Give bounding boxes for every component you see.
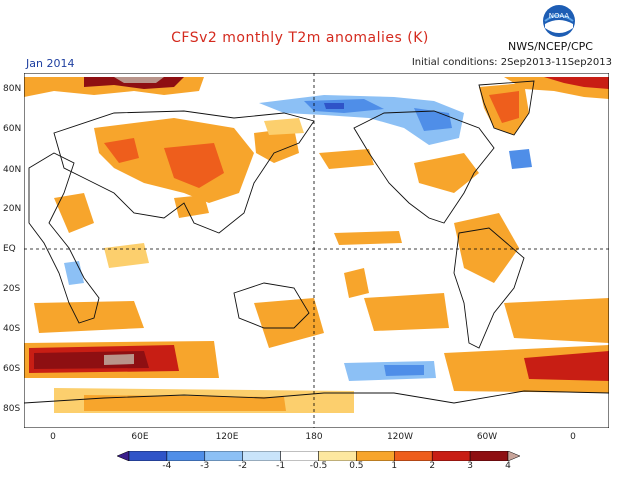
- colorbar-tick-label: -4: [162, 461, 172, 471]
- anomaly-siberia: [254, 128, 299, 163]
- anomaly-map: [24, 73, 609, 428]
- colorbar: [117, 451, 520, 461]
- lat-label-20n: 20N: [3, 204, 22, 214]
- anomaly-fields: [24, 77, 609, 413]
- lon-label-0-east: 0: [570, 432, 576, 442]
- anomaly-greenland-hot: [489, 91, 519, 123]
- colorbar-tick-label: 4: [505, 461, 511, 471]
- colorbar-tick-label: 2: [429, 461, 436, 471]
- chart-title: CFSv2 monthly T2m anomalies (K): [171, 30, 429, 46]
- colorbar-segment: [166, 451, 206, 461]
- noaa-logo-text: NOAA: [549, 12, 570, 20]
- lat-label-20s: 20S: [3, 284, 21, 294]
- anomaly-atlantic-cool: [509, 149, 532, 169]
- colorbar-tick-label: 0.5: [349, 461, 364, 471]
- anomaly-arctic-east-hot: [544, 77, 609, 89]
- anomaly-se-pacific: [364, 293, 449, 331]
- colorbar-tick-label: -1: [276, 461, 286, 471]
- coast-greenland: [478, 80, 535, 136]
- colorbar-segment: [128, 451, 168, 461]
- noaa-logo: NOAA: [543, 5, 575, 37]
- colorbar-segment: [394, 451, 433, 461]
- lat-label-eq: EQ: [3, 244, 16, 254]
- coast-north-america: [353, 110, 495, 224]
- anomaly-south-am: [454, 213, 519, 283]
- colorbar-segment: [469, 451, 509, 461]
- anomaly-na-cool3: [324, 103, 344, 109]
- colorbar-tick-label: -3: [200, 461, 210, 471]
- coastlines: [24, 80, 609, 404]
- agency-label: NWS/NCEP/CPC: [508, 40, 593, 53]
- anomaly-asia-hot: [164, 143, 224, 188]
- lat-label-40n: 40N: [3, 165, 22, 175]
- lat-label-60n: 60N: [3, 124, 22, 134]
- anomaly-australia: [254, 298, 324, 348]
- anomaly-antarctic-orange: [84, 395, 286, 411]
- colorbar-segment: [318, 451, 357, 461]
- colorbar-tick-label: -0.5: [309, 461, 328, 471]
- anomaly-spac: [344, 268, 369, 298]
- anomaly-east-us: [414, 153, 479, 193]
- lon-label-60e: 60E: [131, 432, 149, 442]
- lat-label-40s: 40S: [3, 324, 21, 334]
- colorbar-segment: [356, 451, 395, 461]
- lon-label-120w: 120W: [386, 432, 414, 442]
- colorbar-segment: [431, 451, 471, 461]
- anomaly-southern-peak: [104, 354, 134, 365]
- anomaly-s-atlantic: [504, 298, 609, 343]
- anomaly-siberia-yellow: [264, 118, 304, 135]
- anomaly-eq-pac: [334, 231, 402, 245]
- anomaly-europe-hot: [104, 138, 139, 163]
- anomaly-na-cool: [259, 95, 464, 145]
- coast-antarctica: [24, 390, 609, 404]
- colorbar-tick-label: -2: [238, 461, 248, 471]
- colorbar-tick-label: 3: [467, 461, 473, 471]
- lon-label-180: 180: [305, 432, 323, 442]
- lat-label-80n: 80N: [3, 84, 22, 94]
- lon-label-120e: 120E: [215, 432, 239, 442]
- lon-label-60w: 60W: [476, 432, 498, 442]
- colorbar-right-arrow: [507, 451, 520, 461]
- anomaly-southern-cool2: [384, 365, 424, 376]
- coast-eurasia: [53, 110, 315, 234]
- coast-europe-africa: [28, 152, 100, 324]
- initial-conditions: Initial conditions: 2Sep2013-11Sep2013: [411, 57, 612, 68]
- coast-australia: [233, 282, 310, 329]
- colorbar-segment: [280, 451, 319, 461]
- anomaly-s-indian: [34, 301, 144, 333]
- lat-label-80s: 80S: [3, 404, 21, 414]
- anomaly-southern-east-red: [524, 351, 609, 381]
- lat-label-60s: 60S: [3, 364, 21, 374]
- colorbar-left-arrow: [117, 451, 130, 461]
- anomaly-arctic-peak: [114, 77, 164, 83]
- anomaly-africa: [54, 193, 94, 233]
- anomaly-npac: [319, 149, 374, 169]
- gridlines: [24, 73, 609, 428]
- colorbar-tick-label: 1: [391, 461, 398, 471]
- anomaly-arabia: [174, 195, 209, 218]
- coast-south-america: [453, 227, 525, 349]
- lon-label-0-west: 0: [50, 432, 56, 442]
- colorbar-segment: [242, 451, 281, 461]
- colorbar-segment: [204, 451, 243, 461]
- forecast-month: Jan 2014: [26, 57, 75, 70]
